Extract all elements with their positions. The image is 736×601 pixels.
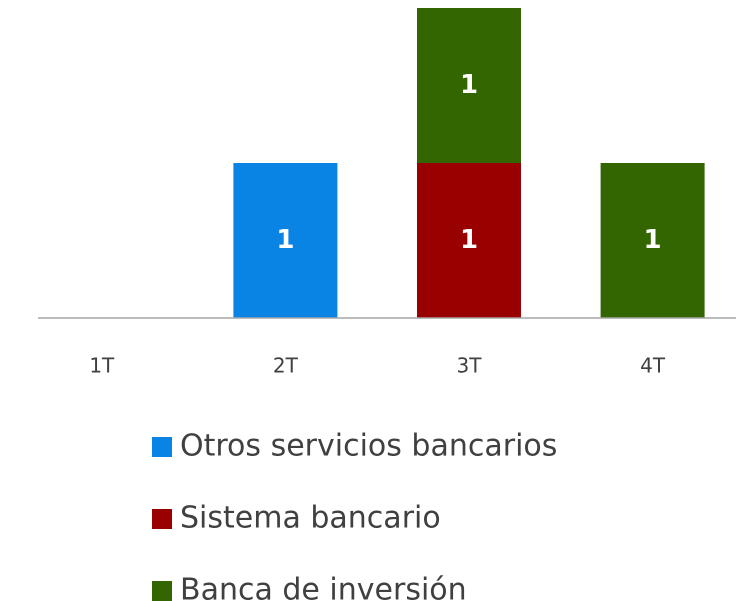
legend-label: Sistema bancario — [180, 501, 441, 536]
legend-label: Banca de inversión — [180, 573, 467, 601]
legend-swatch — [152, 581, 172, 601]
data-label: 1 — [644, 225, 662, 255]
legend-swatch — [152, 437, 172, 457]
bar-segment — [600, 163, 705, 318]
legend-swatch — [152, 509, 172, 529]
bar-segment — [417, 163, 521, 318]
bar-segment — [417, 8, 521, 163]
x-tick-label: 4T — [640, 354, 666, 378]
bar-segment — [233, 163, 338, 318]
data-label: 1 — [276, 225, 294, 255]
legend-label: Otros servicios bancarios — [180, 429, 557, 464]
x-tick-label: 2T — [273, 354, 299, 378]
x-tick-label: 3T — [457, 354, 483, 378]
data-label: 1 — [460, 225, 478, 255]
x-tick-label: 1T — [89, 354, 115, 378]
data-label: 1 — [460, 70, 478, 100]
